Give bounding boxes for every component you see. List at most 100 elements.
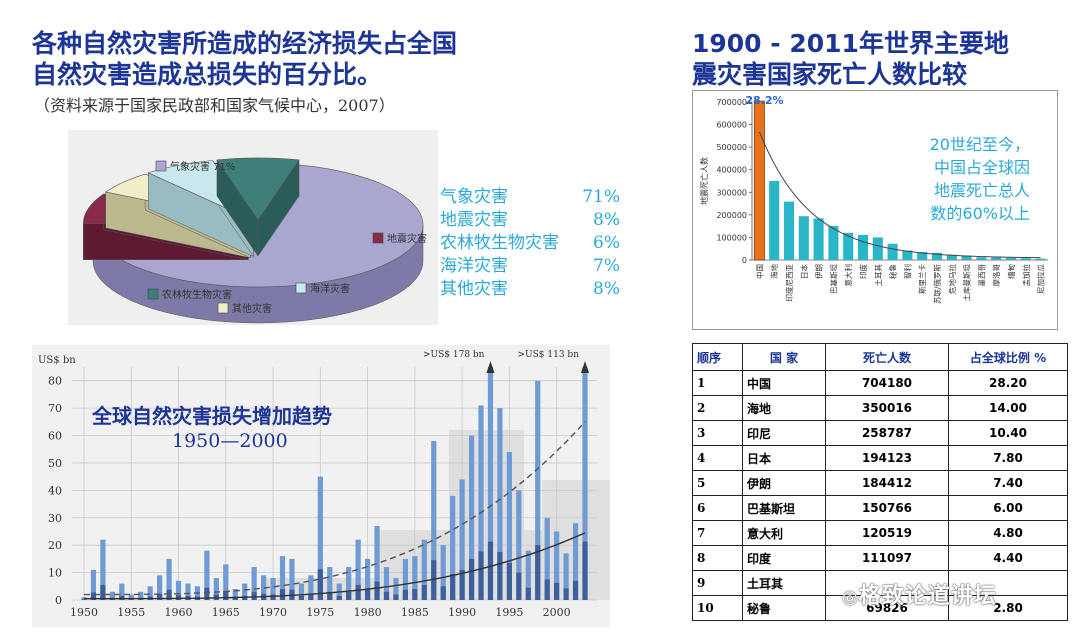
quake-xtick-label: 秘鲁	[888, 264, 898, 279]
loss-bar	[81, 597, 87, 600]
table-row: 1 中国 704180 28.20	[692, 370, 1068, 396]
loss-bar	[535, 380, 541, 600]
loss-bar-insured	[175, 595, 182, 600]
loss-overflow-label: >US$ 178 bn	[423, 350, 485, 360]
loss-bar	[582, 367, 588, 600]
quake-ytick-label: 500000	[716, 143, 747, 152]
wechat-icon: ◎	[842, 587, 859, 608]
table-header-cell: 占全球比例 %	[948, 343, 1068, 371]
table-cell: 海地	[742, 395, 826, 421]
table-cell: 意大利	[742, 520, 826, 546]
loss-bar	[232, 589, 238, 600]
right-title: 1900 - 2011年世界主要地 震灾害国家死亡人数比较	[692, 28, 1009, 90]
loss-bar	[242, 583, 248, 600]
loss-bar-insured	[459, 569, 465, 600]
quake-ytick-label: 200000	[716, 211, 747, 220]
quake-trend	[758, 131, 1041, 259]
loss-xtick-label: 1985	[401, 606, 429, 619]
quake-xtick-label: 苏联/俄罗斯	[932, 264, 942, 305]
loss-bar	[90, 569, 97, 600]
quake-bar	[783, 201, 795, 260]
table-header-cell: 死亡人数	[825, 343, 949, 371]
pie-label: 地震灾害	[387, 232, 427, 245]
pie-value-row: 地震灾害 8%	[440, 209, 620, 232]
loss-bar	[516, 490, 522, 600]
loss-bar-insured	[554, 582, 560, 600]
quake-ytick-label: 600000	[716, 121, 747, 130]
loss-bar	[109, 591, 115, 600]
loss-ytick-label: 40	[48, 484, 62, 497]
table-cell: 10.40	[948, 420, 1068, 446]
loss-xtick-label: 1955	[117, 606, 145, 619]
table-cell: 14.00	[948, 395, 1068, 421]
loss-bar	[374, 525, 380, 600]
quake-xtick-label: 斯里兰卡	[917, 264, 927, 294]
right-title-line1: 1900 - 2011年世界主要地	[692, 29, 1009, 58]
loss-bar	[459, 479, 465, 600]
table-cell: 3	[692, 420, 743, 446]
table-cell: 秘鲁	[742, 595, 826, 621]
pie-label: 气象灾害 71%	[170, 160, 235, 173]
loss-bar	[298, 583, 305, 600]
quake-bar	[753, 100, 765, 261]
quake-xtick-label: 危地马拉	[947, 264, 957, 294]
table-header-row: 顺序国 家死亡人数 占全球比例 %	[692, 343, 1068, 371]
quake-bar	[798, 216, 809, 260]
table-cell: 258787	[825, 420, 949, 446]
loss-ytick-label: 0	[55, 594, 62, 607]
loss-bar	[119, 583, 125, 600]
loss-ytick-label: 20	[48, 539, 62, 552]
source-note: （资料来源于国家民政部和国家气候中心，2007）	[34, 96, 395, 115]
quake-bar	[976, 257, 987, 260]
loss-bar-insured	[346, 591, 352, 600]
quake-xtick-label: 智利	[902, 264, 912, 279]
loss-bar-insured	[525, 587, 531, 600]
table-cell: 5	[692, 470, 743, 496]
table-cell	[825, 570, 949, 596]
table-row: 8 印度 111097 4.40	[692, 545, 1068, 571]
loss-bar-insured	[232, 597, 238, 600]
quake-xtick-label: 印度	[858, 264, 868, 279]
loss-bar	[554, 531, 560, 600]
table-row: 6 巴基斯坦 150766 6.00	[692, 495, 1068, 521]
loss-xtick-label: 1990	[448, 606, 476, 619]
table-cell: 2	[692, 395, 743, 421]
loss-bar-insured	[478, 551, 484, 600]
loss-bar	[289, 558, 295, 600]
quake-annotation-line: 20世纪至今，	[930, 135, 1030, 154]
loss-bar-insured	[355, 584, 361, 600]
loss-ytick-label: 50	[48, 457, 62, 470]
quake-bar	[1020, 258, 1031, 260]
loss-ytick-label: 30	[48, 512, 62, 525]
loss-overflow-arrow	[486, 361, 495, 373]
quake-bar	[902, 250, 913, 260]
table-header-cell: 顺序	[692, 343, 743, 371]
table-cell: 350016	[825, 395, 949, 421]
pie-value-category: 其他灾害	[440, 279, 508, 299]
pie-label-swatch	[295, 282, 307, 294]
quake-ytick-label: 100000	[716, 233, 747, 242]
table-row: 4 日本 194123 7.80	[692, 445, 1068, 471]
loss-bar-insured	[100, 584, 106, 600]
pie-slice	[216, 157, 300, 221]
quake-bar	[843, 232, 854, 260]
loss-bar-insured	[497, 552, 503, 600]
pie-value-category: 农林牧生物灾害	[440, 233, 559, 253]
table-cell: 4.80	[948, 520, 1068, 546]
loss-bar-insured	[204, 587, 210, 600]
table-cell: 69826	[825, 595, 949, 621]
loss-bar	[563, 553, 569, 600]
loss-chart-subtitle: 1950—2000	[172, 430, 288, 452]
quake-ytick-label: 700000	[716, 98, 747, 107]
quake-bar	[857, 234, 869, 260]
pie-label-swatch	[372, 232, 384, 244]
pie-value-percent: 8%	[593, 279, 620, 299]
death-table: 顺序国 家死亡人数 占全球比例 % 1 中国 704180 28.20 2 海地 350016…	[692, 343, 1068, 621]
quake-xtick-label: 伊朗	[814, 264, 824, 279]
loss-overflow-arrow	[581, 361, 589, 373]
quake-xtick-label: 尼加拉瓜	[1036, 264, 1046, 294]
quake-bar	[946, 254, 957, 260]
loss-bar	[213, 578, 219, 600]
pie-value-category: 气象灾害	[440, 187, 508, 207]
quake-bar	[872, 237, 883, 260]
